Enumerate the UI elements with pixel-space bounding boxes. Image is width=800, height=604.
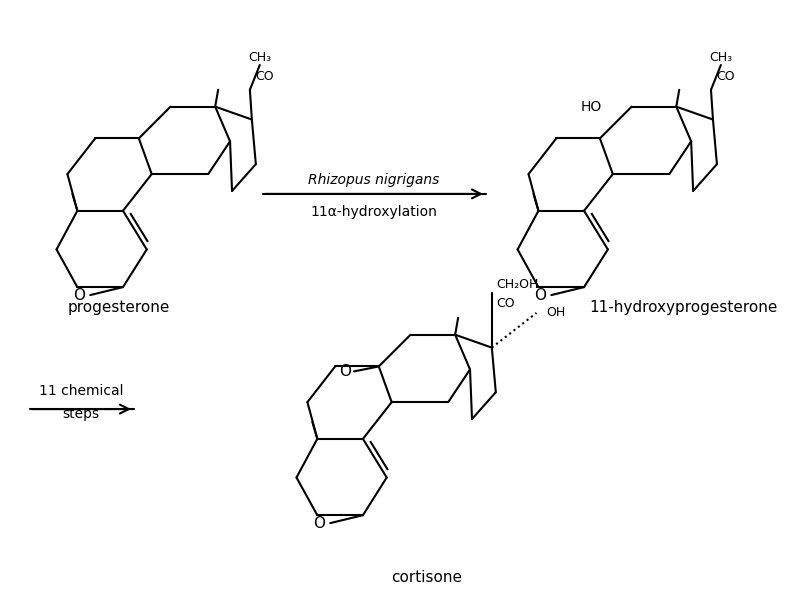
Text: 11α-hydroxylation: 11α-hydroxylation [310,205,438,219]
Text: HO: HO [581,100,602,114]
Text: CH₃: CH₃ [710,51,733,63]
Text: CH₂OH: CH₂OH [496,278,538,291]
Text: Rhizopus nigrigans: Rhizopus nigrigans [308,173,439,187]
Text: O: O [74,288,86,303]
Text: CO: CO [255,71,274,83]
Text: CO: CO [716,71,734,83]
Text: O: O [534,288,546,303]
Text: O: O [339,364,351,379]
Text: O: O [314,516,326,531]
Text: OH: OH [546,306,566,320]
Text: 11 chemical: 11 chemical [39,384,123,398]
Text: progesterone: progesterone [68,300,170,315]
Text: 11-hydroxyprogesterone: 11-hydroxyprogesterone [589,300,778,315]
Text: CO: CO [496,298,514,310]
Text: cortisone: cortisone [391,570,462,585]
Text: steps: steps [62,407,100,421]
Text: CH₃: CH₃ [248,51,271,63]
